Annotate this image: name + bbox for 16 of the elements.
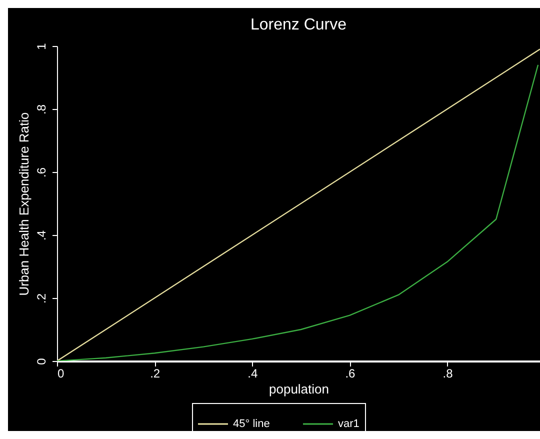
y-tick-label: .6 [34, 167, 48, 178]
y-tick-label: .2 [34, 293, 48, 304]
chart-title: Lorenz Curve [250, 16, 347, 34]
x-tick-label: .4 [248, 366, 258, 380]
y-axis-title: Urban Health Expenditure Ratio [16, 112, 32, 296]
y-tick-label: .4 [34, 230, 48, 241]
legend-label: 45° line [233, 418, 270, 430]
x-tick-label: .2 [150, 366, 160, 380]
x-tick-label: .6 [345, 366, 356, 380]
x-axis-title: population [269, 382, 329, 396]
y-tick-label: 1 [34, 42, 48, 50]
legend-label: var1 [338, 418, 360, 430]
y-tick-label: 0 [34, 358, 48, 365]
x-tick-label: .8 [442, 366, 454, 380]
x-tick-label: 0 [58, 366, 64, 380]
y-tick-label: .8 [34, 104, 48, 115]
